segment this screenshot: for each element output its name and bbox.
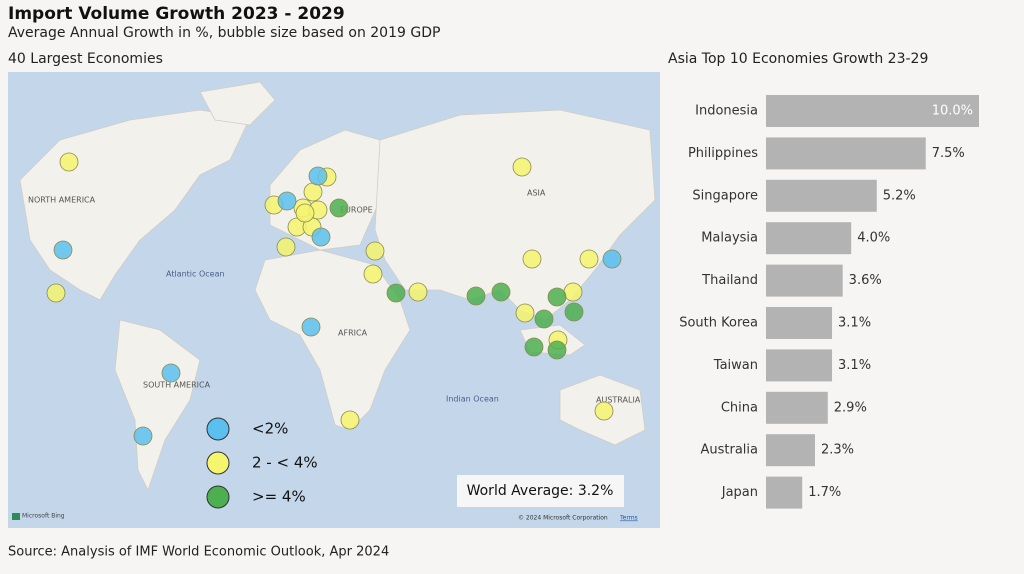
- bar: [766, 222, 852, 255]
- bar: [766, 391, 828, 424]
- subtitle: Average Annual Growth in %, bubble size …: [8, 25, 440, 41]
- bar: [766, 434, 815, 467]
- value-label: 3.1%: [838, 358, 871, 373]
- category-label: Malaysia: [701, 231, 758, 246]
- value-label: 4.0%: [857, 231, 890, 246]
- country-bubble: [602, 249, 622, 269]
- country-bubble: [311, 227, 331, 247]
- legend-label: 2 - < 4%: [252, 454, 318, 472]
- country-bubble: [363, 264, 383, 284]
- brand-logo: [12, 513, 20, 520]
- north-america: [19, 109, 251, 301]
- country-bubble: [46, 283, 66, 303]
- country-bubble: [133, 426, 153, 446]
- country-bubble: [340, 410, 360, 430]
- bar-title: Asia Top 10 Economies Growth 23-29: [668, 51, 928, 67]
- country-bubble: [301, 317, 321, 337]
- region-label: ASIA: [527, 189, 546, 198]
- category-label: Thailand: [701, 273, 758, 288]
- country-bubble: [515, 303, 535, 323]
- country-bubble: [594, 401, 614, 421]
- legend-label: <2%: [252, 420, 288, 438]
- greenland: [199, 81, 276, 126]
- value-label: 2.9%: [834, 400, 867, 415]
- legend-swatch: [206, 485, 230, 509]
- country-bubble: [303, 182, 323, 202]
- country-bubble: [547, 287, 567, 307]
- bar: [766, 264, 843, 297]
- country-bubble: [365, 241, 385, 261]
- category-label: China: [721, 400, 758, 415]
- category-label: Singapore: [692, 188, 758, 203]
- country-bubble: [53, 240, 73, 260]
- category-label: South Korea: [679, 316, 758, 331]
- world-average-box: [457, 475, 624, 507]
- region-label: EUROPE: [340, 206, 373, 215]
- country-bubble: [522, 249, 542, 269]
- value-label: 1.7%: [808, 485, 841, 500]
- region-label: AUSTRALIA: [596, 396, 641, 405]
- region-label: SOUTH AMERICA: [143, 381, 211, 390]
- bar-chart: Indonesia 10.0% Philippines 7.5% Singapore 5.…: [679, 95, 979, 509]
- country-bubble: [466, 286, 486, 306]
- terms-link[interactable]: Terms: [619, 515, 638, 522]
- region-label: AFRICA: [338, 329, 368, 338]
- map-title: 40 Largest Economies: [8, 51, 163, 67]
- copyright: © 2024 Microsoft Corporation: [518, 515, 608, 522]
- region-label: NORTH AMERICA: [28, 196, 96, 205]
- category-label: Indonesia: [695, 104, 758, 119]
- legend-swatch: [206, 451, 230, 475]
- country-bubble: [277, 191, 297, 211]
- world-average: World Average: 3.2%: [467, 483, 614, 499]
- legend-swatch: [206, 417, 230, 441]
- bar: [766, 307, 833, 339]
- country-bubble: [579, 249, 599, 269]
- country-bubble: [491, 282, 511, 302]
- title: Import Volume Growth 2023 - 2029: [8, 4, 345, 24]
- map: NORTH AMERICA ASIA EUROPE Atlantic Ocean…: [8, 72, 660, 528]
- country-bubble: [59, 152, 79, 172]
- category-label: Taiwan: [713, 358, 758, 373]
- ocean-label: Indian Ocean: [446, 395, 499, 404]
- bar: [766, 137, 926, 170]
- country-bubble: [308, 166, 328, 186]
- bubbles: [46, 152, 622, 446]
- category-label: Japan: [721, 485, 758, 500]
- country-bubble: [564, 302, 584, 322]
- brand: Microsoft Bing: [22, 513, 65, 520]
- bar: [766, 476, 803, 509]
- legend: <2% 2 - < 4% >= 4%: [206, 417, 318, 509]
- value-label: 5.2%: [883, 188, 916, 203]
- country-bubble: [512, 157, 532, 177]
- legend-label: >= 4%: [252, 488, 306, 506]
- country-bubble: [386, 283, 406, 303]
- category-label: Australia: [700, 443, 758, 458]
- value-label: 10.0%: [932, 104, 973, 119]
- country-bubble: [547, 340, 567, 360]
- value-label: 3.1%: [838, 316, 871, 331]
- value-label: 7.5%: [932, 146, 965, 161]
- south-america: [114, 319, 201, 492]
- category-label: Philippines: [688, 146, 758, 161]
- source: Source: Analysis of IMF World Economic O…: [8, 545, 389, 560]
- value-label: 2.3%: [821, 443, 854, 458]
- bar: [766, 349, 833, 382]
- value-label: 3.6%: [849, 273, 882, 288]
- bar: [766, 179, 877, 212]
- country-bubble: [524, 337, 544, 357]
- land: [19, 81, 656, 492]
- country-bubble: [276, 237, 296, 257]
- ocean-label: Atlantic Ocean: [166, 270, 225, 279]
- country-bubble: [161, 363, 181, 383]
- country-bubble: [534, 309, 554, 329]
- country-bubble: [563, 282, 583, 302]
- country-bubble: [408, 282, 428, 302]
- country-bubble: [329, 198, 349, 218]
- country-bubble: [295, 203, 315, 223]
- bar: [766, 95, 979, 127]
